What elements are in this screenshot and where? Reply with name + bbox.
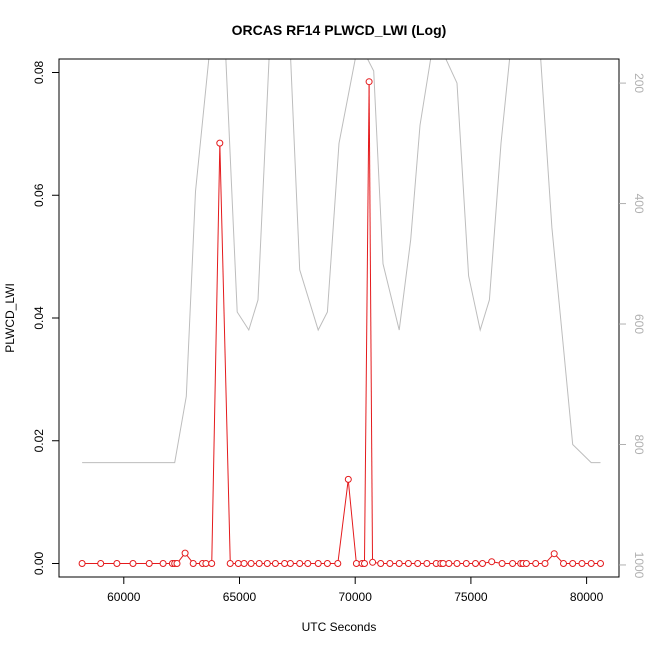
data-point [509, 560, 517, 567]
data-point [369, 558, 377, 566]
data-point [344, 475, 352, 483]
data-point [173, 560, 181, 567]
data-point [181, 549, 189, 557]
data-point [560, 560, 567, 567]
data-point [334, 560, 342, 567]
data-point [189, 560, 197, 567]
data-point [578, 560, 586, 567]
series-segment [219, 146, 231, 561]
x-tick-label: 80000 [570, 590, 604, 604]
y2-tick-label: 800 [632, 434, 646, 454]
data-point [78, 560, 86, 567]
data-point [479, 560, 486, 567]
data-point [352, 560, 360, 567]
data-point [439, 560, 447, 567]
data-point [423, 560, 431, 567]
y2-tick-label: 600 [632, 314, 646, 334]
series-segment [211, 146, 221, 561]
background-series [82, 59, 601, 464]
data-point [255, 560, 263, 567]
x-tick-label: 70000 [339, 590, 373, 604]
series-segment [178, 555, 184, 562]
series-segment [546, 555, 553, 562]
data-point [286, 560, 294, 567]
data-point [240, 560, 248, 567]
x-tick-label: 65000 [223, 590, 257, 604]
data-point [587, 560, 595, 567]
data-point [569, 560, 577, 567]
data-point [541, 560, 549, 567]
series-segment [348, 482, 357, 561]
data-point [271, 560, 279, 567]
data-point [361, 560, 368, 567]
data-point [395, 560, 403, 567]
y-axis-right: 200 400 600 800 1000 [619, 73, 646, 579]
series-segment [485, 561, 489, 564]
series-segment [186, 555, 192, 562]
y-axis-label: PLWCD_LWI [3, 283, 17, 353]
x-tick-label: 75000 [454, 590, 488, 604]
y-tick-label: 0.02 [32, 429, 46, 453]
data-point [522, 560, 530, 567]
y2-tick-label: 1000 [632, 552, 646, 579]
data-series [85, 84, 598, 564]
data-point [377, 560, 385, 567]
data-point [97, 560, 105, 567]
x-axis: 60000 65000 70000 75000 80000 [107, 576, 604, 604]
data-point [113, 560, 121, 567]
data-point [453, 560, 461, 567]
data-point [129, 560, 137, 567]
data-point [216, 139, 224, 147]
background-series-line [82, 59, 601, 464]
data-point [445, 560, 453, 567]
data-point [159, 560, 167, 567]
data-point [323, 560, 331, 567]
series-segment [364, 84, 370, 561]
data-point [550, 550, 558, 558]
series-segment [555, 555, 562, 562]
series-segment [368, 84, 373, 560]
y-tick-label: 0.04 [32, 306, 46, 330]
data-point [202, 560, 210, 567]
y-tick-label: 0.06 [32, 183, 46, 207]
data-point [226, 560, 234, 567]
y-axis: 0.00 0.02 0.04 0.06 0.08 [32, 60, 59, 575]
y2-tick-label: 400 [632, 194, 646, 214]
data-point [281, 560, 289, 567]
x-axis-label: UTC Seconds [302, 620, 377, 634]
data-point [498, 560, 506, 567]
data-point [234, 560, 242, 567]
plot-frame [58, 58, 620, 578]
data-point [472, 560, 479, 567]
data-point [314, 560, 322, 567]
chart-title: ORCAS RF14 PLWCD_LWI (Log) [232, 22, 447, 38]
data-point [462, 560, 470, 567]
y-tick-label: 0.08 [32, 60, 46, 84]
series-segment [494, 561, 500, 564]
data-point [597, 560, 604, 567]
data-point [145, 560, 153, 567]
data-point [208, 560, 216, 567]
data-point [296, 560, 304, 567]
x-tick-label: 60000 [107, 590, 141, 604]
y2-tick-label: 200 [632, 73, 646, 93]
data-point [414, 560, 422, 567]
data-point [386, 560, 394, 567]
series-segment [337, 482, 349, 561]
data-point [488, 558, 496, 566]
data-point [304, 560, 312, 567]
data-point [404, 560, 412, 567]
data-point [247, 560, 255, 567]
data-point [365, 78, 373, 86]
y-tick-label: 0.00 [32, 551, 46, 575]
data-points [78, 78, 604, 567]
data-point [263, 560, 271, 567]
data-point [532, 560, 540, 567]
